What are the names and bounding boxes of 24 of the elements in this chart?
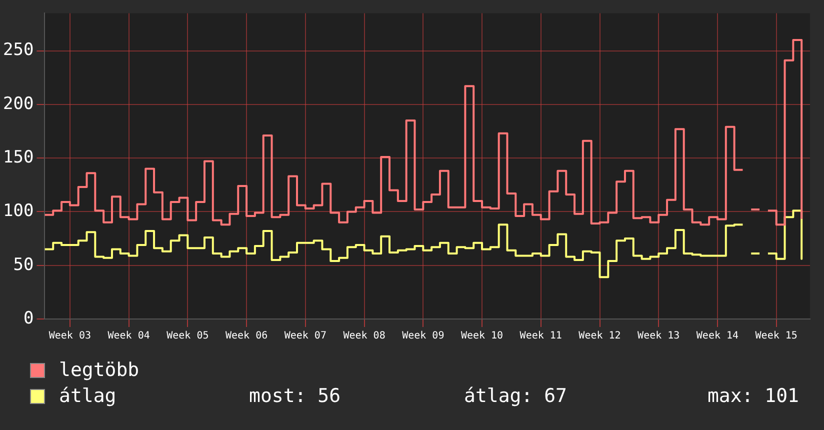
x-tick-label: Week 13 — [638, 330, 680, 342]
x-tick-label: Week 10 — [460, 330, 504, 342]
x-tick-label: Week 03 — [48, 330, 92, 342]
text: most: 56 — [249, 385, 342, 407]
y-tick-label: 250 — [2, 40, 34, 60]
x-tick-label: Week 08 — [343, 330, 386, 342]
x-tick-label: Week 05 — [166, 330, 209, 342]
y-tick-label: 150 — [2, 147, 34, 168]
text: átlag: 67 — [464, 385, 568, 407]
y-tick-label: 0 — [23, 308, 34, 328]
text: max: 101 — [706, 385, 799, 407]
x-tick-label: Week 15 — [755, 330, 798, 342]
y-tick-label: 50 — [13, 254, 34, 275]
x-tick-label: Week 04 — [108, 330, 150, 342]
x-tick-label: Week 07 — [284, 330, 326, 342]
x-tick-label: Week 06 — [225, 330, 268, 342]
x-tick-label: Week 09 — [402, 330, 444, 342]
y-tick-label: 200 — [2, 94, 34, 114]
x-tick-label: Week 12 — [578, 330, 621, 342]
y-tick-label: 100 — [2, 201, 34, 222]
x-tick-label: Week 11 — [520, 330, 562, 342]
legend-label: legtöbb — [59, 359, 140, 381]
legend-label: átlag — [59, 385, 118, 407]
x-tick-label: Week 14 — [696, 330, 739, 342]
